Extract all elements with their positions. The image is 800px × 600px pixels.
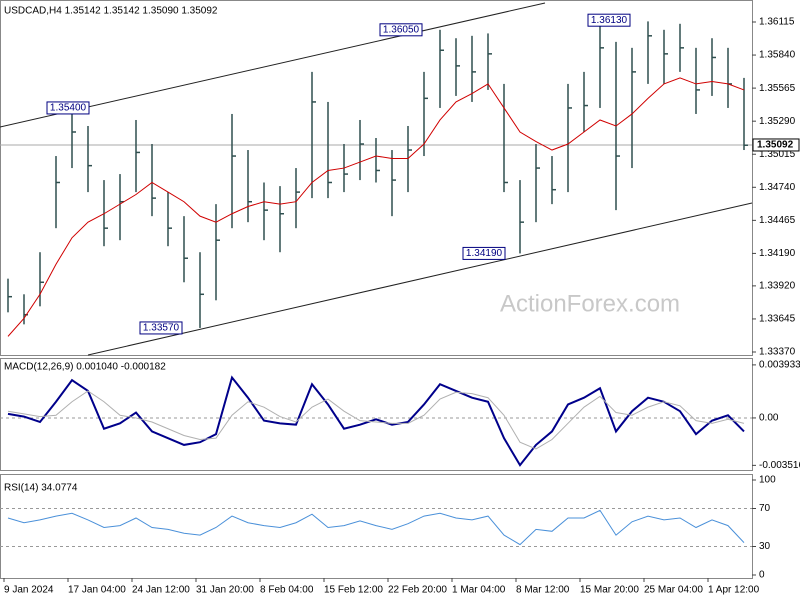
- last-price-label: 1.35092: [757, 140, 794, 151]
- x-tick-label: 1 Apr 12:00: [708, 585, 760, 596]
- y-tick-label: 1.35565: [759, 83, 796, 94]
- indicator-line: [7, 375, 745, 467]
- y-tick-label: 1.34465: [759, 215, 796, 226]
- last-price-box: [752, 138, 800, 152]
- x-tick-label: 9 Jan 2024: [4, 585, 54, 596]
- level-box: [139, 321, 183, 335]
- panel-title: RSI(14) 34.0774: [4, 483, 78, 494]
- rsi-panel: [0, 474, 753, 579]
- level-label: 1.35400: [50, 103, 87, 114]
- level-box: [462, 246, 506, 260]
- y-tick-label: 70: [759, 503, 771, 514]
- y-tick-label: 1.35840: [759, 50, 796, 61]
- indicator-line: [7, 509, 745, 546]
- level-box: [587, 13, 631, 27]
- x-tick-label: 25 Mar 04:00: [644, 585, 703, 596]
- x-tick-label: 17 Jan 04:00: [68, 585, 126, 596]
- channel-upper: [0, 2, 546, 128]
- y-tick-label: 1.34190: [759, 248, 796, 259]
- panel-title: USDCAD,H4 1.35142 1.35142 1.35090 1.3509…: [4, 6, 218, 17]
- level-label: 1.36130: [591, 15, 628, 26]
- x-tick-label: 8 Mar 12:00: [516, 585, 570, 596]
- level-box: [379, 23, 423, 37]
- y-tick-label: 0.003933: [759, 360, 800, 371]
- y-tick-label: 0.00: [759, 413, 779, 424]
- level-label: 1.34190: [466, 248, 503, 259]
- x-tick-label: 15 Mar 20:00: [580, 585, 639, 596]
- indicator-line: [7, 390, 745, 450]
- x-tick-label: 31 Jan 20:00: [196, 585, 254, 596]
- y-tick-label: 30: [759, 541, 771, 552]
- y-tick-label: 1.36115: [759, 17, 795, 28]
- watermark: ActionForex.com: [500, 290, 680, 317]
- channel-lower: [87, 202, 753, 356]
- level-box: [46, 101, 90, 115]
- y-tick-label: 1.33645: [759, 314, 796, 325]
- level-label: 1.36050: [383, 24, 420, 35]
- y-tick-label: 0: [759, 570, 765, 581]
- price-panel: [0, 0, 753, 356]
- x-tick-label: 22 Feb 20:00: [388, 585, 447, 596]
- y-tick-label: -0.003516: [759, 460, 800, 471]
- macd-panel: [0, 358, 753, 471]
- y-tick-label: 1.35290: [759, 116, 796, 127]
- y-tick-label: 1.33370: [759, 347, 796, 358]
- panel-title: MACD(12,26,9) 0.001040 -0.000182: [4, 362, 166, 373]
- moving-average: [7, 77, 745, 337]
- x-tick-label: 1 Mar 04:00: [452, 585, 506, 596]
- plot-layer: USDCAD,H4 1.35142 1.35142 1.35090 1.3509…: [0, 6, 800, 596]
- y-tick-label: 1.34740: [759, 182, 796, 193]
- y-tick-label: 100: [759, 475, 776, 486]
- x-tick-label: 8 Feb 04:00: [260, 585, 314, 596]
- y-tick-label: 1.33920: [759, 281, 796, 292]
- x-tick-label: 24 Jan 12:00: [132, 585, 190, 596]
- level-label: 1.33570: [143, 323, 180, 334]
- y-tick-label: 1.35015: [759, 149, 796, 160]
- x-tick-label: 15 Feb 12:00: [324, 585, 383, 596]
